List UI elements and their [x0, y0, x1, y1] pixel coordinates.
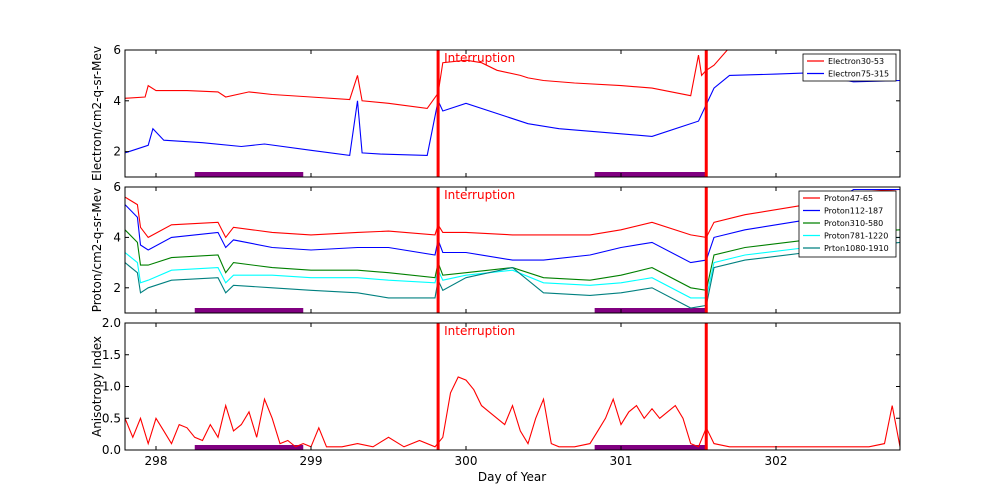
interruption-label-electron: Interruption — [444, 51, 515, 65]
axes-frame-anisotropy — [124, 322, 901, 451]
x-tick-label-2: 300 — [455, 454, 478, 468]
y-axis-label-proton: Proton/cm2-q-sr-Mev — [90, 188, 104, 313]
legend-label-proton-2: Proton310-580 — [824, 219, 883, 228]
y-tick-label-anisotropy-1: 0.5 — [102, 411, 121, 425]
interval-bar-proton-1 — [594, 308, 707, 313]
y-tick-label-electron-1: 4 — [113, 94, 121, 108]
series-line-proton-2 — [125, 229, 900, 291]
interval-bar-proton-0 — [194, 308, 304, 313]
legend-label-electron-0: Electron30-53 — [828, 57, 884, 66]
x-tick-label-0: 298 — [145, 454, 168, 468]
series-line-anisotropy-0 — [125, 376, 900, 448]
plot-area-anisotropy — [125, 376, 900, 450]
legend-proton: Proton47-65 Proton112-187 Proton310-580 Pro… — [798, 190, 897, 258]
axes-frame-proton — [124, 186, 901, 314]
legend-label-proton-1: Proton112-187 — [824, 207, 883, 216]
interruption-label-proton: Interruption — [444, 188, 515, 202]
y-tick-label-proton-1: 4 — [113, 230, 121, 244]
legend-label-proton-4: Prton1080-1910 — [824, 244, 889, 253]
interval-bar-electron-0 — [194, 172, 304, 177]
y-axis-label-anisotropy: Anisotropy Index — [90, 336, 104, 437]
y-axis-label-electron: Electron/cm2-q-sr-Mev — [90, 46, 104, 181]
x-axis-label: Day of Year — [478, 470, 546, 484]
plot-area-electron — [125, 50, 900, 177]
plot-area-proton — [125, 188, 900, 313]
series-line-electron-0 — [125, 50, 729, 109]
legend-label-proton-3: Proton781-1220 — [824, 232, 888, 241]
interval-bar-anisotropy-1 — [594, 445, 707, 450]
interval-bar-electron-1 — [594, 172, 707, 177]
series-line-proton-3 — [125, 236, 900, 299]
interruption-label-anisotropy: Interruption — [444, 324, 515, 338]
series-line-proton-0 — [125, 188, 900, 239]
panel-anisotropy: Interruption 0.0 0.5 1.0 1.5 2.0 298 299 300 301 3… — [90, 316, 901, 468]
y-tick-label-anisotropy-3: 1.5 — [102, 348, 121, 362]
x-tick-label-4: 302 — [765, 454, 788, 468]
y-tick-label-electron-2: 6 — [113, 43, 121, 57]
series-line-proton-1 — [125, 188, 900, 264]
y-tick-label-electron-0: 2 — [113, 145, 121, 159]
y-tick-label-anisotropy-2: 1.0 — [102, 380, 121, 394]
axes-frame-electron — [124, 49, 901, 178]
y-tick-label-proton-0: 2 — [113, 281, 121, 295]
legend-box-proton — [798, 190, 897, 258]
series-line-proton-4 — [125, 241, 900, 309]
y-tick-label-anisotropy-0: 0.0 — [102, 443, 121, 457]
legend-electron: Electron30-53 Electron75-315 — [802, 53, 897, 82]
legend-box-electron — [802, 53, 897, 82]
panel-proton: Interruption 2 4 6 Proton/cm2-q-sr-Mev Proton… — [90, 180, 901, 314]
x-tick-label-3: 301 — [610, 454, 633, 468]
legend-label-electron-1: Electron75-315 — [828, 70, 889, 79]
legend-label-proton-0: Proton47-65 — [824, 194, 873, 203]
x-tick-label-1: 299 — [300, 454, 323, 468]
interval-bar-anisotropy-0 — [194, 445, 304, 450]
panel-electron: Interruption 2 4 6 Electron/cm2-q-sr-Mev Elec… — [90, 43, 901, 181]
series-line-electron-1 — [125, 72, 900, 157]
y-tick-label-proton-2: 6 — [113, 180, 121, 194]
y-tick-label-anisotropy-4: 2.0 — [102, 316, 121, 330]
